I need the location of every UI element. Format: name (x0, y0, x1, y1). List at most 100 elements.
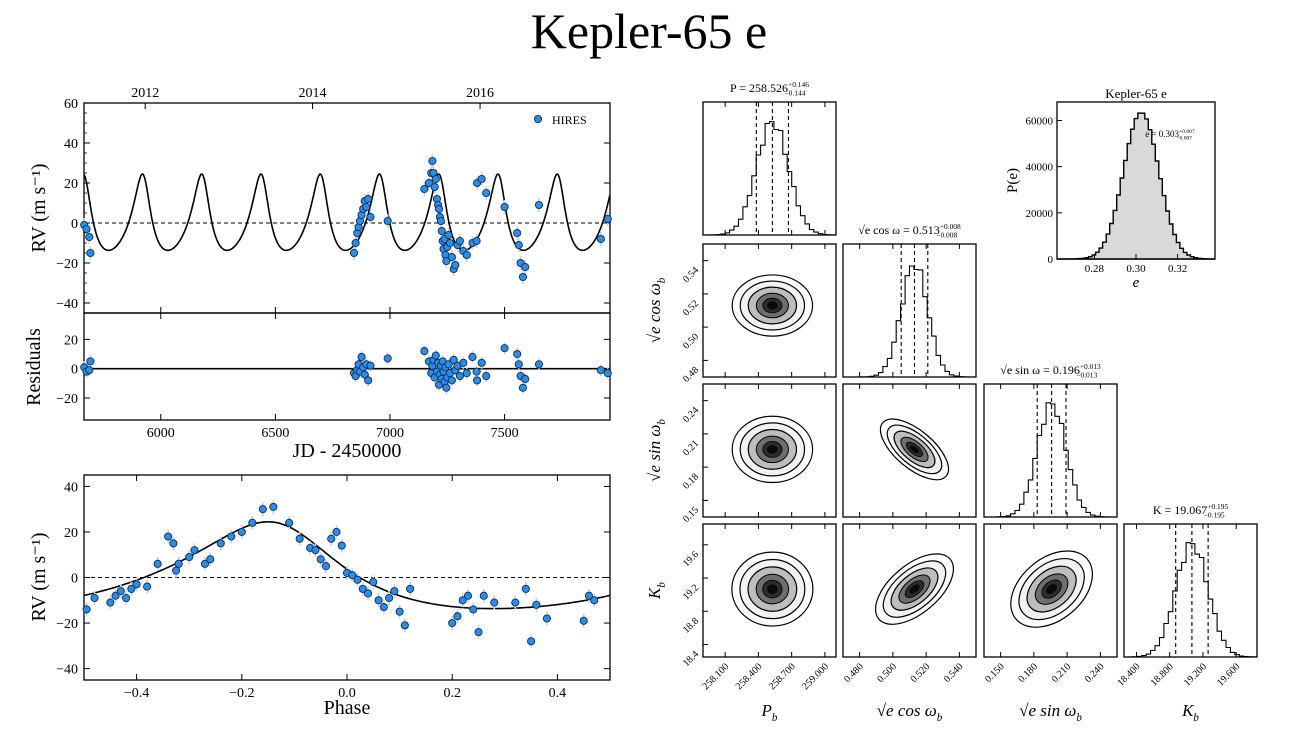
corner-ytick-label: 0.18 (681, 471, 701, 491)
residuals-point (500, 344, 509, 353)
rv-time-top-label: 2016 (466, 86, 494, 101)
residuals-xlabel: JD - 2450000 (293, 440, 402, 462)
corner-xtick-label: 0.180 (1016, 661, 1040, 685)
residuals-point (444, 360, 453, 369)
phase-point (369, 578, 378, 587)
phase-point (132, 580, 141, 589)
rv-time-point (444, 230, 453, 240)
phase-point (490, 598, 499, 607)
residuals-point (85, 366, 94, 375)
rv-time-ytick-label: 60 (64, 97, 78, 112)
rv-time-ytick-label: −20 (56, 257, 78, 272)
ecc-annotation: e = 0.303+0.007 −0.007 (1145, 129, 1195, 142)
residuals-ylabel: Residuals (23, 328, 45, 406)
rv-time-point (447, 252, 456, 262)
phase-xtick-label: −0.2 (229, 686, 254, 701)
corner-xtick-label: 18.800 (1149, 661, 1176, 688)
phase-point (106, 598, 115, 607)
rv-time-point (428, 156, 437, 166)
residuals-point (482, 371, 491, 381)
corner-ytick-label: 18.8 (681, 616, 701, 636)
legend-label: HIRES (552, 113, 587, 127)
rv-time-point (85, 232, 94, 242)
corner-panel-frame (702, 523, 837, 658)
corner-panel-frame (702, 243, 837, 378)
rv-time-point (349, 248, 359, 258)
rv-time-point (513, 228, 522, 238)
phase-xtick-label: −0.4 (124, 686, 149, 701)
phase-point (395, 607, 404, 616)
corner-contour (767, 301, 778, 310)
ecc-xlabel: e (1133, 275, 1140, 291)
rv-time-top-label: 2014 (299, 86, 327, 101)
corner-panel-frame (702, 383, 837, 518)
corner-contour (909, 584, 920, 594)
rv-time-point (482, 188, 491, 198)
rv-time-point (477, 174, 486, 184)
rv-time-point (514, 240, 523, 250)
residuals-point (521, 374, 530, 384)
rv-time-ytick-label: 0 (71, 217, 78, 232)
rv-time-point (500, 202, 509, 212)
residuals-point (360, 370, 369, 379)
corner-contour-group (731, 274, 814, 337)
phase-point (390, 587, 399, 596)
residuals-ytick-label: 0 (71, 363, 78, 378)
rv-time-point (518, 272, 527, 282)
phase-point (171, 566, 181, 575)
phase-point (474, 628, 483, 637)
corner-ylabel: √e sin ωb (645, 419, 668, 482)
residuals-point (596, 366, 605, 375)
phase-ytick-label: 20 (64, 526, 78, 541)
residuals-point (431, 351, 440, 360)
phase-ytick-label: 0 (71, 572, 78, 587)
residuals-point (442, 383, 451, 392)
phase-point (579, 616, 588, 625)
rv-time-model-curve (84, 173, 610, 252)
phase-point (453, 612, 462, 621)
corner-panel-frame (983, 523, 1118, 658)
phase-point (400, 621, 409, 630)
residuals-point (86, 357, 95, 366)
phase-point (532, 600, 541, 609)
corner-ytick-label: 18.4 (681, 649, 701, 669)
residuals-point (455, 371, 464, 381)
phase-point (521, 584, 530, 593)
ecc-ytick-label: 0 (1048, 254, 1054, 266)
rv-time-point (437, 226, 446, 236)
residuals-point (420, 347, 429, 356)
phase-point (227, 532, 236, 541)
phase-xtick-label: 0.2 (443, 686, 461, 701)
ecc-xtick-label: 0.28 (1085, 263, 1105, 275)
corner-xtick-label: 0.210 (1050, 661, 1074, 685)
phase-xtick-label: 0.0 (338, 686, 356, 701)
rv-time-ylabel: RV (m s⁻¹) (28, 163, 50, 252)
rv-time-point (596, 234, 605, 244)
phase-point (116, 587, 125, 596)
corner-ytick-label: 19.6 (681, 549, 701, 569)
phase-point (311, 546, 320, 555)
rv-time-ytick-label: −40 (56, 297, 78, 312)
ecc-xtick-label: 0.32 (1168, 263, 1187, 275)
residuals-point (472, 367, 481, 376)
rv-time-point (434, 204, 444, 214)
corner-ytick-label: 0.54 (681, 265, 701, 285)
rv-time-point (436, 216, 445, 226)
corner-contour-group (731, 415, 814, 484)
corner-xtick-label: 258.400 (734, 661, 765, 692)
residuals-point (534, 360, 543, 369)
phase-point (332, 527, 341, 536)
corner-contour-group (874, 553, 955, 625)
phase-point (153, 559, 162, 568)
phase-ytick-label: −20 (56, 617, 78, 632)
rv-time-point (86, 248, 95, 258)
corner-ylabel: √e cos ωb (645, 277, 668, 343)
residuals-ytick-label: 20 (64, 333, 78, 348)
phase-point (200, 559, 210, 568)
page-title: Kepler-65 e (530, 3, 768, 59)
rv-time-point (430, 182, 439, 192)
residuals-point (366, 361, 375, 370)
corner-xtick-label: 19.200 (1182, 661, 1209, 688)
residuals-point (459, 358, 468, 367)
